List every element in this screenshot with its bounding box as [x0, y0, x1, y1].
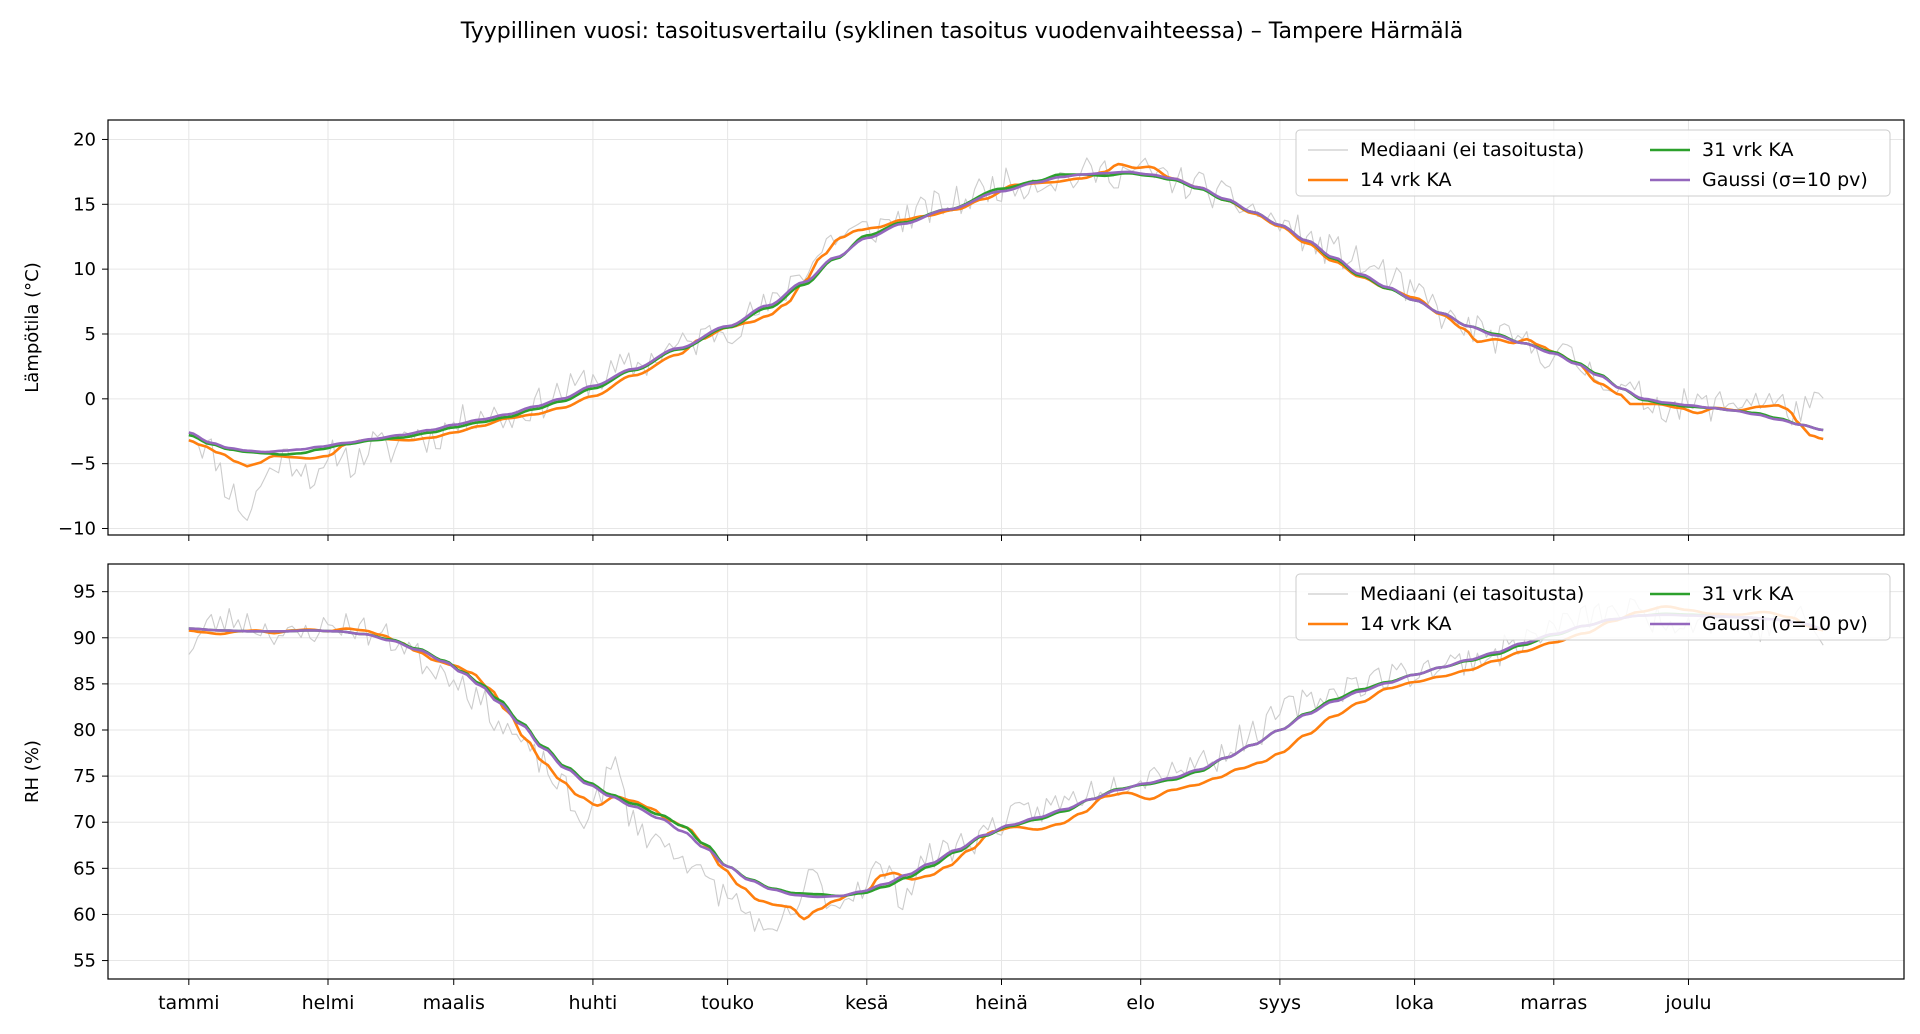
rh-y-tick-label: 85 — [73, 674, 96, 695]
rh-legend: Mediaani (ei tasoitusta) 14 vrk KA 31 vrk … — [1295, 573, 1891, 641]
rh-axes-frame — [107, 563, 1905, 980]
x-tick-label-heinä: heinä — [975, 992, 1028, 1014]
x-tick-label-huhti: huhti — [568, 992, 617, 1014]
temp-axes-frame — [107, 119, 1905, 536]
humidity-panel: 55 60 65 70 75 80 85 90 95 RH (%) tammi helmi maalis… — [22, 563, 1905, 1014]
figure-title: Tyypillinen vuosi: tasoitusvertailu (syk… — [460, 19, 1464, 44]
temp-y-tick-label: 20 — [73, 129, 96, 150]
x-tick-label-loka: loka — [1395, 992, 1434, 1014]
rh-y-tick-label: 55 — [73, 951, 96, 972]
temp-y-tick-label: 5 — [85, 324, 96, 345]
x-tick-label-helmi: helmi — [302, 992, 355, 1014]
temperature-panel: −10 −5 0 5 10 15 20 Lämpötila (°C) Mediaani (ei … — [22, 119, 1905, 541]
rh-y-tick-label: 95 — [73, 582, 96, 603]
rh-y-tick-label: 80 — [73, 720, 96, 741]
rh-legend-label-ma31: 31 vrk KA — [1702, 583, 1793, 605]
temp-legend-label-ma14: 14 vrk KA — [1360, 169, 1451, 191]
x-tick-label-elo: elo — [1126, 992, 1155, 1014]
rh-y-axis-label: RH (%) — [22, 740, 43, 803]
x-tick-label-marras: marras — [1520, 992, 1587, 1014]
temp-y-tick-label: −5 — [69, 454, 96, 475]
rh-grid — [108, 564, 1904, 979]
temp-y-axis: −10 −5 0 5 10 15 20 Lämpötila (°C) — [22, 129, 108, 540]
rh-y-axis: 55 60 65 70 75 80 85 90 95 RH (%) — [22, 582, 108, 972]
rh-legend-label-gauss: Gaussi (σ=10 pv) — [1702, 613, 1868, 635]
temp-x-axis — [188, 535, 1689, 541]
x-tick-label-kesä: kesä — [845, 992, 889, 1014]
x-tick-label-syys: syys — [1259, 992, 1301, 1014]
rh-y-tick-label: 70 — [73, 812, 96, 833]
temp-line-median — [188, 157, 1824, 521]
temp-y-axis-label: Lämpötila (°C) — [22, 262, 43, 392]
temp-legend-label-gauss: Gaussi (σ=10 pv) — [1702, 169, 1868, 191]
temp-line-gauss — [188, 170, 1824, 454]
temp-y-tick-label: −10 — [58, 519, 96, 540]
rh-x-axis: tammi helmi maalis huhti touko kesä heinä elo sy… — [158, 979, 1712, 1014]
rh-line-ma14 — [188, 605, 1824, 921]
temp-legend-label-ma31: 31 vrk KA — [1702, 139, 1793, 161]
temp-y-tick-label: 10 — [73, 259, 96, 280]
temp-series — [188, 157, 1824, 521]
temp-legend-box — [1295, 129, 1891, 197]
rh-y-tick-label: 90 — [73, 628, 96, 649]
temp-legend-label-median: Mediaani (ei tasoitusta) — [1360, 139, 1584, 161]
temp-legend: Mediaani (ei tasoitusta) 14 vrk KA 31 vrk … — [1295, 129, 1891, 197]
x-tick-label-touko: touko — [701, 992, 754, 1014]
temp-grid — [108, 120, 1904, 535]
x-tick-label-maalis: maalis — [423, 992, 485, 1014]
rh-y-tick-label: 75 — [73, 766, 96, 787]
rh-legend-label-ma14: 14 vrk KA — [1360, 613, 1451, 635]
temp-y-tick-label: 15 — [73, 194, 96, 215]
rh-y-tick-label: 65 — [73, 858, 96, 879]
rh-legend-label-median: Mediaani (ei tasoitusta) — [1360, 583, 1584, 605]
x-tick-label-tammi: tammi — [158, 992, 219, 1014]
rh-legend-box — [1295, 573, 1891, 641]
x-tick-label-joulu: joulu — [1664, 992, 1711, 1014]
temp-y-tick-label: 0 — [85, 389, 96, 410]
rh-y-tick-label: 60 — [73, 904, 96, 925]
